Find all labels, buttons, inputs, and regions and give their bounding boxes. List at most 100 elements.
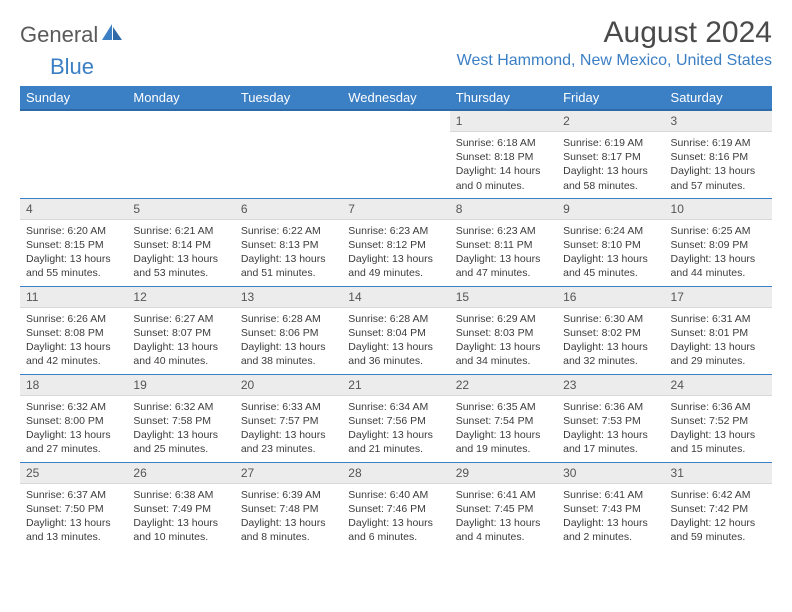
- daylight-text: Daylight: 13 hours and 6 minutes.: [348, 516, 443, 544]
- day-cell: 9Sunrise: 6:24 AMSunset: 8:10 PMDaylight…: [557, 198, 664, 286]
- day-cell: 13Sunrise: 6:28 AMSunset: 8:06 PMDayligh…: [235, 286, 342, 374]
- sunrise-text: Sunrise: 6:19 AM: [671, 136, 766, 150]
- day-number: 22: [450, 375, 557, 396]
- day-detail: Sunrise: 6:32 AMSunset: 7:58 PMDaylight:…: [127, 396, 234, 461]
- day-number-empty: [20, 111, 127, 131]
- day-number: 2: [557, 111, 664, 132]
- day-cell: 14Sunrise: 6:28 AMSunset: 8:04 PMDayligh…: [342, 286, 449, 374]
- daylight-text: Daylight: 13 hours and 10 minutes.: [133, 516, 228, 544]
- day-cell: 30Sunrise: 6:41 AMSunset: 7:43 PMDayligh…: [557, 462, 664, 550]
- sunrise-text: Sunrise: 6:24 AM: [563, 224, 658, 238]
- day-number: 17: [665, 287, 772, 308]
- day-number: 11: [20, 287, 127, 308]
- day-detail: Sunrise: 6:19 AMSunset: 8:17 PMDaylight:…: [557, 132, 664, 197]
- day-number: 21: [342, 375, 449, 396]
- sunset-text: Sunset: 8:15 PM: [26, 238, 121, 252]
- sunset-text: Sunset: 8:13 PM: [241, 238, 336, 252]
- day-cell: 17Sunrise: 6:31 AMSunset: 8:01 PMDayligh…: [665, 286, 772, 374]
- sunrise-text: Sunrise: 6:23 AM: [456, 224, 551, 238]
- sunrise-text: Sunrise: 6:33 AM: [241, 400, 336, 414]
- day-detail: Sunrise: 6:21 AMSunset: 8:14 PMDaylight:…: [127, 220, 234, 285]
- day-number: 7: [342, 199, 449, 220]
- day-number: 16: [557, 287, 664, 308]
- daylight-text: Daylight: 13 hours and 53 minutes.: [133, 252, 228, 280]
- day-detail: Sunrise: 6:24 AMSunset: 8:10 PMDaylight:…: [557, 220, 664, 285]
- daylight-text: Daylight: 13 hours and 23 minutes.: [241, 428, 336, 456]
- sunrise-text: Sunrise: 6:28 AM: [241, 312, 336, 326]
- day-detail: Sunrise: 6:42 AMSunset: 7:42 PMDaylight:…: [665, 484, 772, 549]
- day-detail: Sunrise: 6:29 AMSunset: 8:03 PMDaylight:…: [450, 308, 557, 373]
- sunset-text: Sunset: 8:03 PM: [456, 326, 551, 340]
- calendar-page: General August 2024 West Hammond, New Me…: [0, 0, 792, 560]
- daylight-text: Daylight: 13 hours and 27 minutes.: [26, 428, 121, 456]
- sunrise-text: Sunrise: 6:28 AM: [348, 312, 443, 326]
- daylight-text: Daylight: 14 hours and 0 minutes.: [456, 164, 551, 192]
- sunset-text: Sunset: 7:53 PM: [563, 414, 658, 428]
- day-number: 24: [665, 375, 772, 396]
- sunrise-text: Sunrise: 6:41 AM: [456, 488, 551, 502]
- sunset-text: Sunset: 7:46 PM: [348, 502, 443, 516]
- day-number-empty: [127, 111, 234, 131]
- day-detail: Sunrise: 6:41 AMSunset: 7:45 PMDaylight:…: [450, 484, 557, 549]
- week-row: 1Sunrise: 6:18 AMSunset: 8:18 PMDaylight…: [20, 110, 772, 198]
- day-cell: 29Sunrise: 6:41 AMSunset: 7:45 PMDayligh…: [450, 462, 557, 550]
- day-number: 26: [127, 463, 234, 484]
- day-cell: [20, 110, 127, 198]
- daylight-text: Daylight: 13 hours and 32 minutes.: [563, 340, 658, 368]
- day-number: 13: [235, 287, 342, 308]
- day-number: 4: [20, 199, 127, 220]
- day-number: 12: [127, 287, 234, 308]
- day-cell: 3Sunrise: 6:19 AMSunset: 8:16 PMDaylight…: [665, 110, 772, 198]
- day-detail: Sunrise: 6:23 AMSunset: 8:12 PMDaylight:…: [342, 220, 449, 285]
- daylight-text: Daylight: 13 hours and 44 minutes.: [671, 252, 766, 280]
- day-cell: 5Sunrise: 6:21 AMSunset: 8:14 PMDaylight…: [127, 198, 234, 286]
- day-cell: 1Sunrise: 6:18 AMSunset: 8:18 PMDaylight…: [450, 110, 557, 198]
- sunrise-text: Sunrise: 6:41 AM: [563, 488, 658, 502]
- day-cell: 27Sunrise: 6:39 AMSunset: 7:48 PMDayligh…: [235, 462, 342, 550]
- day-detail: Sunrise: 6:23 AMSunset: 8:11 PMDaylight:…: [450, 220, 557, 285]
- sunset-text: Sunset: 8:02 PM: [563, 326, 658, 340]
- daylight-text: Daylight: 13 hours and 45 minutes.: [563, 252, 658, 280]
- sunset-text: Sunset: 7:58 PM: [133, 414, 228, 428]
- dayname-wednesday: Wednesday: [342, 86, 449, 110]
- day-detail: Sunrise: 6:26 AMSunset: 8:08 PMDaylight:…: [20, 308, 127, 373]
- sunset-text: Sunset: 8:16 PM: [671, 150, 766, 164]
- day-cell: 15Sunrise: 6:29 AMSunset: 8:03 PMDayligh…: [450, 286, 557, 374]
- day-detail: Sunrise: 6:27 AMSunset: 8:07 PMDaylight:…: [127, 308, 234, 373]
- sunset-text: Sunset: 7:57 PM: [241, 414, 336, 428]
- day-number: 27: [235, 463, 342, 484]
- sunset-text: Sunset: 7:42 PM: [671, 502, 766, 516]
- daylight-text: Daylight: 13 hours and 55 minutes.: [26, 252, 121, 280]
- sunset-text: Sunset: 7:50 PM: [26, 502, 121, 516]
- sunrise-text: Sunrise: 6:31 AM: [671, 312, 766, 326]
- day-detail: Sunrise: 6:25 AMSunset: 8:09 PMDaylight:…: [665, 220, 772, 285]
- dayname-row: SundayMondayTuesdayWednesdayThursdayFrid…: [20, 86, 772, 110]
- day-number: 19: [127, 375, 234, 396]
- day-number: 30: [557, 463, 664, 484]
- sunset-text: Sunset: 8:10 PM: [563, 238, 658, 252]
- daylight-text: Daylight: 13 hours and 58 minutes.: [563, 164, 658, 192]
- day-cell: 10Sunrise: 6:25 AMSunset: 8:09 PMDayligh…: [665, 198, 772, 286]
- sunrise-text: Sunrise: 6:26 AM: [26, 312, 121, 326]
- sunset-text: Sunset: 8:09 PM: [671, 238, 766, 252]
- day-detail: Sunrise: 6:39 AMSunset: 7:48 PMDaylight:…: [235, 484, 342, 549]
- daylight-text: Daylight: 13 hours and 29 minutes.: [671, 340, 766, 368]
- calendar-table: SundayMondayTuesdayWednesdayThursdayFrid…: [20, 86, 772, 550]
- day-detail: Sunrise: 6:31 AMSunset: 8:01 PMDaylight:…: [665, 308, 772, 373]
- day-cell: [127, 110, 234, 198]
- daylight-text: Daylight: 13 hours and 13 minutes.: [26, 516, 121, 544]
- daylight-text: Daylight: 13 hours and 51 minutes.: [241, 252, 336, 280]
- sunset-text: Sunset: 7:54 PM: [456, 414, 551, 428]
- sunrise-text: Sunrise: 6:37 AM: [26, 488, 121, 502]
- day-cell: 18Sunrise: 6:32 AMSunset: 8:00 PMDayligh…: [20, 374, 127, 462]
- day-detail: Sunrise: 6:41 AMSunset: 7:43 PMDaylight:…: [557, 484, 664, 549]
- sunrise-text: Sunrise: 6:32 AM: [133, 400, 228, 414]
- day-detail: Sunrise: 6:19 AMSunset: 8:16 PMDaylight:…: [665, 132, 772, 197]
- daylight-text: Daylight: 13 hours and 17 minutes.: [563, 428, 658, 456]
- day-detail: Sunrise: 6:36 AMSunset: 7:52 PMDaylight:…: [665, 396, 772, 461]
- calendar-body: 1Sunrise: 6:18 AMSunset: 8:18 PMDaylight…: [20, 110, 772, 550]
- day-cell: [342, 110, 449, 198]
- sunrise-text: Sunrise: 6:23 AM: [348, 224, 443, 238]
- sunrise-text: Sunrise: 6:18 AM: [456, 136, 551, 150]
- day-number: 10: [665, 199, 772, 220]
